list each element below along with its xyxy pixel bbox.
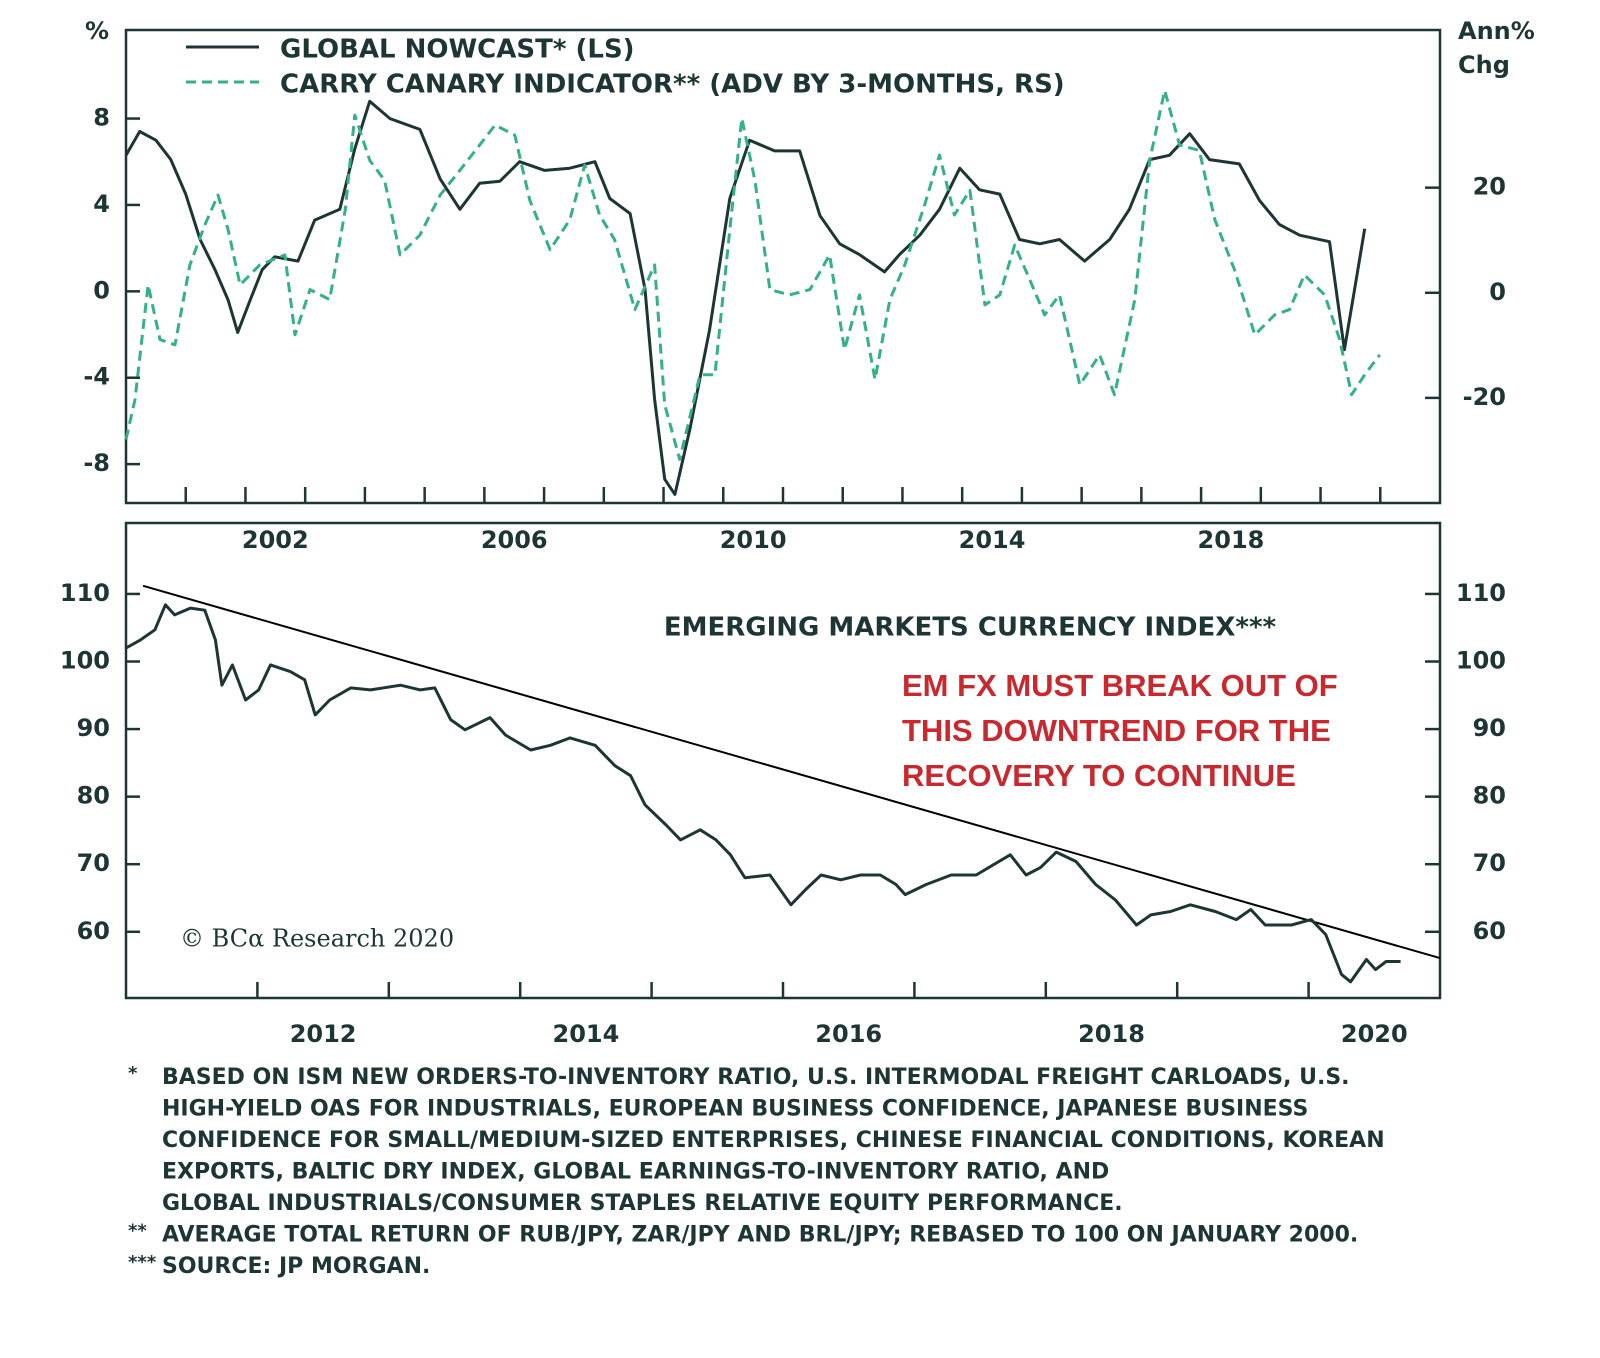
- x-tick-label: 2010: [720, 526, 787, 554]
- y2-tick-label: 80: [1473, 782, 1506, 810]
- footnote-line: AVERAGE TOTAL RETURN OF RUB/JPY, ZAR/JPY…: [162, 1223, 1358, 1248]
- footnote-line: GLOBAL INDUSTRIALS/CONSUMER STAPLES RELA…: [162, 1191, 1123, 1216]
- footnote-marker: **: [128, 1221, 147, 1242]
- credit: © BCα Research 2020: [180, 925, 454, 953]
- x-tick-label: 2014: [959, 526, 1026, 554]
- footnote-line: CONFIDENCE FOR SMALL/MEDIUM-SIZED ENTERP…: [162, 1128, 1385, 1153]
- footnote-line: HIGH-YIELD OAS FOR INDUSTRIALS, EUROPEAN…: [162, 1097, 1308, 1122]
- y-tick-label: 110: [60, 579, 110, 607]
- y-tick-label: 4: [93, 190, 110, 218]
- y-tick-label: 80: [77, 782, 110, 810]
- x-tick-label: 2014: [553, 1020, 620, 1048]
- annotation: RECOVERY TO CONTINUE: [902, 758, 1296, 793]
- footnote-marker: *: [128, 1063, 138, 1084]
- plot-frame: [124, 28, 1442, 505]
- footnote-line: EXPORTS, BALTIC DRY INDEX, GLOBAL EARNIN…: [162, 1160, 1109, 1185]
- y-tick-label: 90: [77, 714, 110, 742]
- y-tick-label: -4: [83, 363, 110, 391]
- series-line: [124, 88, 1381, 461]
- y-tick-label: 0: [93, 276, 110, 304]
- y2-unit-label: Ann%: [1458, 17, 1535, 45]
- x-tick-label: 2020: [1341, 1020, 1408, 1048]
- y2-tick-label: 20: [1473, 173, 1506, 201]
- y-tick-label: 8: [93, 104, 110, 132]
- y2-tick-label: 100: [1456, 647, 1506, 675]
- legend-label: CARRY CANARY INDICATOR** (ADV BY 3-MONTH…: [280, 70, 1065, 100]
- y2-tick-label: 110: [1456, 579, 1506, 607]
- trend-line: [142, 584, 1441, 960]
- y2-unit-label: Chg: [1458, 51, 1510, 79]
- series-line: [124, 99, 1367, 496]
- y-tick-label: 100: [60, 647, 110, 675]
- x-tick-label: 2018: [1078, 1020, 1145, 1048]
- x-tick-label: 2002: [242, 526, 309, 554]
- panel-title: EMERGING MARKETS CURRENCY INDEX***: [664, 613, 1277, 643]
- footnote-line: BASED ON ISM NEW ORDERS-TO-INVENTORY RAT…: [162, 1065, 1350, 1090]
- footnote-line: SOURCE: JP MORGAN.: [162, 1254, 430, 1279]
- y2-tick-label: 70: [1473, 849, 1506, 877]
- y2-tick-label: 60: [1473, 917, 1506, 945]
- y-tick-label: -8: [83, 449, 110, 477]
- footnote-marker: ***: [128, 1252, 157, 1273]
- y2-tick-label: 0: [1489, 278, 1506, 306]
- annotation: EM FX MUST BREAK OUT OF: [902, 668, 1338, 703]
- x-tick-label: 2006: [481, 526, 548, 554]
- series-line: [125, 603, 1401, 984]
- y-tick-label: 60: [77, 917, 110, 945]
- y2-tick-label: 90: [1473, 714, 1506, 742]
- x-tick-label: 2012: [290, 1020, 357, 1048]
- annotation: THIS DOWNTREND FOR THE: [902, 713, 1331, 748]
- x-tick-label: 2018: [1198, 526, 1265, 554]
- legend-label: GLOBAL NOWCAST* (LS): [280, 35, 635, 65]
- y-tick-label: 70: [77, 849, 110, 877]
- y2-tick-label: -20: [1463, 383, 1506, 411]
- y-unit-label: %: [85, 17, 109, 45]
- x-tick-label: 2016: [815, 1020, 882, 1048]
